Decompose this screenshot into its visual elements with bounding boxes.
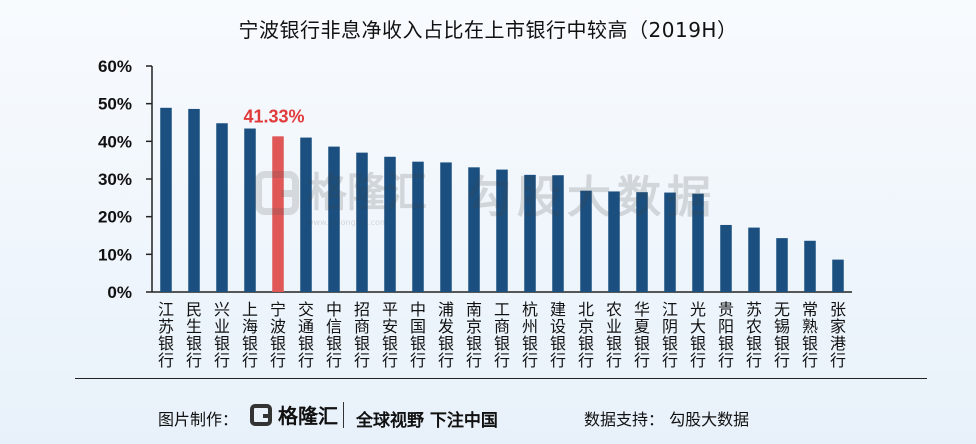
x-category-label: 张家港行 — [830, 300, 846, 370]
x-category-label: 平安银行 — [382, 300, 398, 370]
bar — [776, 238, 788, 292]
y-tick-label: 40% — [98, 132, 132, 151]
footer: 图片制作： 格隆汇 全球视野 下注中国 数据支持： 勾股大数据 — [0, 392, 976, 442]
y-tick-label: 0% — [107, 283, 132, 302]
x-category-label: 光大银行 — [690, 300, 706, 370]
x-category-label: 工商银行 — [494, 300, 510, 370]
x-category-label: 杭州银行 — [522, 300, 538, 370]
category-labels: 江苏银行民生银行兴业银行上海银行宁波银行交通银行中信银行招商银行平安银行中国银行… — [158, 300, 846, 370]
x-category-label: 兴业银行 — [214, 300, 230, 370]
bar — [496, 169, 508, 292]
bar — [832, 259, 844, 292]
x-category-label: 贵阳银行 — [718, 300, 734, 370]
bar — [468, 167, 480, 292]
bar — [384, 156, 396, 292]
bar-chart: 0% 10% 20% 30% 40% 50% 60% 江苏银行民生银行兴业银行上海银行宁波银… — [98, 57, 852, 370]
bar — [188, 108, 200, 292]
x-category-label: 常熟银行 — [802, 300, 818, 370]
bar — [244, 128, 256, 292]
bar — [440, 162, 452, 292]
bar — [608, 191, 620, 292]
x-category-label: 建设银行 — [550, 300, 566, 370]
y-axis-ticks: 0% 10% 20% 30% 40% 50% 60% — [98, 57, 152, 302]
footer-brand: 格隆汇 — [278, 404, 338, 428]
bar — [692, 193, 704, 292]
footer-logo: 格隆汇 — [250, 400, 338, 429]
bar — [524, 174, 536, 292]
x-category-label: 浦发银行 — [438, 300, 454, 370]
y-tick-label: 10% — [98, 245, 132, 264]
bar — [216, 123, 228, 293]
highlight-data-label: 41.33% — [243, 106, 304, 126]
x-category-label: 中国银行 — [410, 300, 426, 370]
x-category-label: 华夏银行 — [634, 300, 650, 370]
bar — [636, 192, 648, 292]
bar — [356, 152, 368, 292]
x-category-label: 上海银行 — [242, 300, 258, 370]
bar — [160, 107, 172, 292]
x-category-label: 江苏银行 — [158, 300, 174, 370]
x-category-label: 无锡银行 — [774, 300, 790, 370]
chart-title: 宁波银行非息净收入占比在上市银行中较高（2019H） — [238, 18, 738, 42]
bar — [272, 136, 284, 292]
bar — [664, 192, 676, 292]
y-tick-label: 30% — [98, 170, 132, 189]
bar — [300, 137, 312, 292]
bars — [160, 107, 844, 293]
x-category-label: 江阴银行 — [662, 300, 678, 370]
bar — [552, 175, 564, 292]
x-category-label: 苏农银行 — [746, 300, 762, 370]
x-category-label: 交通银行 — [298, 300, 314, 370]
bar — [804, 240, 816, 292]
y-tick-label: 60% — [98, 57, 132, 76]
footer-data-support: 数据支持： 勾股大数据 — [584, 410, 750, 429]
footer-slogan: 全球视野 下注中国 — [356, 411, 498, 431]
bar — [580, 190, 592, 292]
x-category-label: 民生银行 — [186, 300, 202, 370]
footer-logo-icon — [250, 403, 272, 426]
bar — [748, 227, 760, 292]
data-labels: 41.33% — [243, 106, 304, 126]
x-category-label: 农业银行 — [606, 300, 622, 370]
x-category-label: 招商银行 — [354, 300, 370, 370]
footer-divider — [75, 378, 927, 379]
x-category-label: 北京银行 — [578, 300, 594, 370]
footer-made-by-label: 图片制作： — [158, 410, 239, 429]
bar — [328, 146, 340, 292]
footer-separator — [343, 402, 344, 428]
bar — [720, 224, 732, 292]
x-category-label: 中信银行 — [326, 300, 342, 370]
x-category-label: 宁波银行 — [270, 300, 286, 370]
y-tick-label: 20% — [98, 208, 132, 227]
bar — [412, 161, 424, 292]
y-tick-label: 50% — [98, 95, 132, 114]
x-category-label: 南京银行 — [466, 300, 482, 370]
